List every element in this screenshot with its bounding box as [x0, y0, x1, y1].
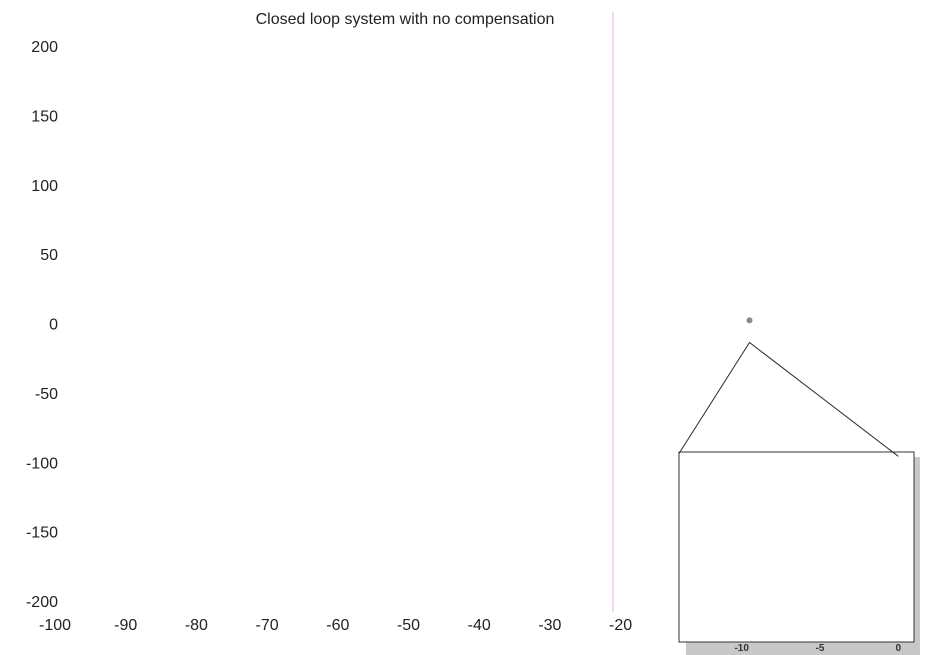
- x-tick-label: -30: [538, 617, 561, 634]
- y-tick-label: 150: [31, 108, 58, 125]
- x-tick-label: -90: [114, 617, 137, 634]
- inset-frame: [678, 451, 915, 643]
- inset-marker-point: [746, 317, 753, 324]
- x-tick-label: -50: [397, 617, 420, 634]
- y-tick-label: -150: [26, 525, 58, 542]
- y-tick-label: 100: [31, 178, 58, 195]
- x-tick-label: -20: [609, 617, 632, 634]
- y-axis-tick-labels: 200 150 100 50 0 -50 -100 -150 -200: [26, 39, 58, 611]
- x-axis-tick-labels: -100-90-80-70-60-50-40-30-20-1: [39, 617, 699, 634]
- x-tick-label: -60: [326, 617, 349, 634]
- inset-plot: -10 -5 0: [678, 317, 920, 655]
- y-tick-label: -50: [35, 386, 58, 403]
- x-tick-label: -100: [39, 617, 71, 634]
- x-tick-label: -40: [468, 617, 491, 634]
- inset-series-line: [678, 341, 899, 457]
- chart-title: Closed loop system with no compensation: [256, 11, 555, 28]
- inset-x-tick-labels: -10 -5 0: [734, 643, 901, 654]
- y-tick-label: -100: [26, 455, 58, 472]
- inset-x-tick-label: 0: [896, 643, 902, 654]
- x-tick-label: -80: [185, 617, 208, 634]
- y-tick-label: 0: [49, 317, 58, 334]
- y-tick-label: -200: [26, 594, 58, 611]
- x-tick-label: -70: [256, 617, 279, 634]
- y-tick-label: 50: [40, 247, 58, 264]
- y-tick-label: 200: [31, 39, 58, 56]
- inset-x-tick-label: -5: [816, 643, 825, 654]
- inset-x-tick-label: -10: [734, 643, 749, 654]
